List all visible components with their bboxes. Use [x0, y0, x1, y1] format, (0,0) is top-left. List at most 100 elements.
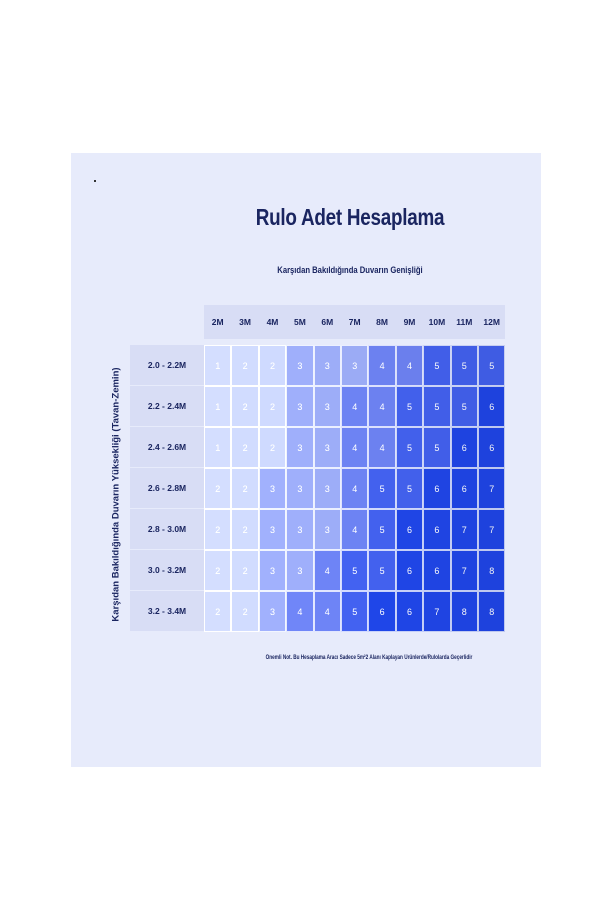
roll-count-cell: 7: [450, 509, 478, 550]
roll-count-cell: 3: [258, 591, 287, 632]
roll-count-cell: 7: [478, 509, 506, 550]
roll-count-cell: 8: [478, 591, 506, 632]
roll-count-cell: 3: [286, 386, 314, 427]
roll-count-cell: 5: [478, 345, 506, 386]
roll-count-cell: 5: [341, 591, 369, 632]
roll-count-cell: 4: [368, 345, 396, 386]
roll-count-cell: 8: [450, 591, 478, 632]
roll-count-cell: 5: [395, 386, 424, 427]
roll-count-cell: 6: [423, 468, 451, 509]
roll-count-cell: 2: [258, 427, 287, 468]
speck: [94, 180, 96, 182]
roll-count-cell: 2: [231, 468, 259, 509]
roll-count-cell: 1: [204, 386, 232, 427]
roll-count-cell: 4: [341, 509, 369, 550]
column-header: 8M: [368, 305, 396, 339]
column-header: 7M: [341, 305, 369, 339]
roll-count-cell: 8: [478, 550, 506, 591]
roll-count-cell: 2: [204, 509, 232, 550]
row-header: 2.6 - 2.8M: [130, 468, 204, 508]
roll-count-cell: 5: [368, 468, 396, 509]
roll-count-cell: 3: [286, 427, 314, 468]
row-header: 3.0 - 3.2M: [130, 550, 204, 590]
roll-count-cell: 6: [395, 591, 424, 632]
roll-count-cell: 7: [478, 468, 506, 509]
roll-count-cell: 2: [231, 386, 259, 427]
roll-count-cell: 6: [423, 509, 451, 550]
roll-count-cell: 6: [450, 427, 478, 468]
roll-count-cell: 3: [258, 509, 287, 550]
roll-count-cell: 1: [204, 345, 232, 386]
roll-count-cell: 7: [423, 591, 451, 632]
row-header: 2.2 - 2.4M: [130, 386, 204, 426]
column-header: 6M: [313, 305, 341, 339]
roll-count-cell: 4: [286, 591, 314, 632]
roll-count-cell: 6: [478, 427, 506, 468]
roll-count-cell: 3: [286, 468, 314, 509]
page-title: Rulo Adet Hesaplama: [255, 204, 445, 230]
y-axis-title: Karşıdan Bakıldığında Duvarın Yüksekliği…: [110, 367, 122, 622]
roll-count-cell: 2: [204, 591, 232, 632]
roll-count-cell: 4: [313, 591, 341, 632]
roll-count-cell: 5: [368, 550, 396, 591]
roll-count-cell: 5: [423, 386, 451, 427]
x-axis-title: Karşıdan Bakıldığında Duvarın Genişliği: [277, 265, 423, 275]
row-header: 2.0 - 2.2M: [130, 345, 204, 385]
row-header: 2.8 - 3.0M: [130, 509, 204, 549]
roll-count-cell: 3: [341, 345, 369, 386]
roll-count-cell: 3: [313, 386, 341, 427]
roll-count-cell: 5: [423, 345, 451, 386]
roll-count-cell: 3: [258, 468, 287, 509]
column-header: 2M: [204, 305, 232, 339]
roll-count-cell: 4: [341, 468, 369, 509]
roll-count-cell: 2: [231, 345, 259, 386]
roll-count-cell: 5: [450, 386, 478, 427]
roll-count-cell: 5: [450, 345, 478, 386]
roll-count-cell: 2: [204, 550, 232, 591]
roll-count-cell: 6: [423, 550, 451, 591]
roll-count-cell: 3: [286, 550, 314, 591]
roll-count-cell: 3: [313, 509, 341, 550]
roll-count-cell: 4: [341, 386, 369, 427]
roll-count-cell: 2: [258, 386, 287, 427]
roll-count-cell: 2: [231, 509, 259, 550]
column-header: 9M: [395, 305, 424, 339]
roll-count-cell: 2: [231, 427, 259, 468]
roll-count-cell: 4: [368, 427, 396, 468]
roll-count-cell: 2: [258, 345, 287, 386]
roll-count-cell: 5: [395, 427, 424, 468]
column-header: 5M: [286, 305, 314, 339]
roll-count-cell: 2: [204, 468, 232, 509]
row-header: 3.2 - 3.4M: [130, 591, 204, 631]
column-header: 10M: [423, 305, 451, 339]
row-header: 2.4 - 2.6M: [130, 427, 204, 467]
roll-count-cell: 7: [450, 550, 478, 591]
roll-count-cell: 6: [395, 550, 424, 591]
column-header: 3M: [231, 305, 259, 339]
roll-count-cell: 1: [204, 427, 232, 468]
roll-count-cell: 6: [450, 468, 478, 509]
roll-count-cell: 6: [368, 591, 396, 632]
roll-count-cell: 3: [313, 345, 341, 386]
roll-count-cell: 5: [368, 509, 396, 550]
roll-count-cell: 3: [286, 509, 314, 550]
footnote: Önemli Not. Bu Hesaplama Aracı Sadece 5m…: [265, 655, 473, 661]
roll-count-cell: 4: [395, 345, 424, 386]
roll-count-cell: 3: [258, 550, 287, 591]
roll-count-cell: 6: [395, 509, 424, 550]
roll-count-cell: 2: [231, 550, 259, 591]
roll-count-cell: 5: [395, 468, 424, 509]
roll-count-cell: 3: [286, 345, 314, 386]
roll-count-cell: 5: [423, 427, 451, 468]
column-header: 12M: [478, 305, 506, 339]
roll-count-cell: 4: [368, 386, 396, 427]
roll-count-cell: 4: [313, 550, 341, 591]
column-header: 4M: [258, 305, 287, 339]
roll-count-cell: 6: [478, 386, 506, 427]
roll-count-cell: 4: [341, 427, 369, 468]
roll-count-cell: 3: [313, 427, 341, 468]
roll-count-cell: 2: [231, 591, 259, 632]
column-header: 11M: [450, 305, 478, 339]
roll-count-cell: 5: [341, 550, 369, 591]
roll-count-cell: 3: [313, 468, 341, 509]
